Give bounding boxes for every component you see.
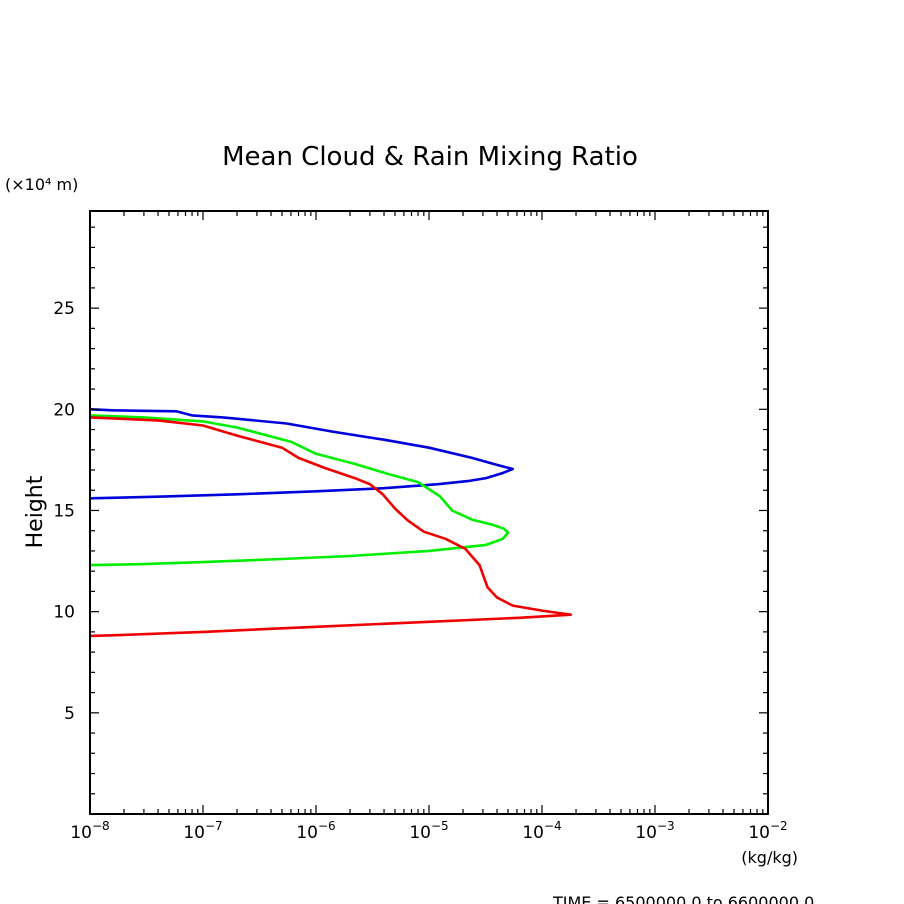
y-tick-label: 10 (53, 603, 75, 623)
plot-frame (89, 210, 769, 815)
y-tick-label: 5 (64, 704, 75, 724)
x-tick-label: 10−2 (748, 819, 787, 843)
x-tick-label: 10−3 (635, 819, 674, 843)
series-line-1 (89, 408, 514, 500)
y-axis-label: Height (23, 475, 48, 548)
x-tick-label: 10−8 (70, 819, 109, 843)
x-tick-label: 10−6 (296, 819, 335, 843)
series-line-3 (89, 416, 573, 638)
tick-layer: 10−8 10−7 10−6 10−5 10−4 10−3 10−2 5 10 15 20 25 (53, 211, 788, 843)
chart-title: Mean Cloud & Rain Mixing Ratio (222, 142, 638, 172)
x-tick-label: 10−4 (522, 819, 561, 843)
y-tick-label: 25 (53, 299, 75, 319)
time-footer: TIME = 6500000.0 to 6600000.0 (552, 893, 814, 904)
series-line-2 (89, 414, 510, 567)
y-unit-label: (×10⁴ m) (5, 175, 78, 194)
y-tick-label: 15 (53, 501, 75, 521)
x-tick-label: 10−7 (183, 819, 222, 843)
y-tick-label: 20 (53, 400, 75, 420)
x-tick-label: 10−5 (409, 819, 448, 843)
series-layer (89, 408, 573, 638)
x-unit-label: (kg/kg) (741, 848, 798, 867)
